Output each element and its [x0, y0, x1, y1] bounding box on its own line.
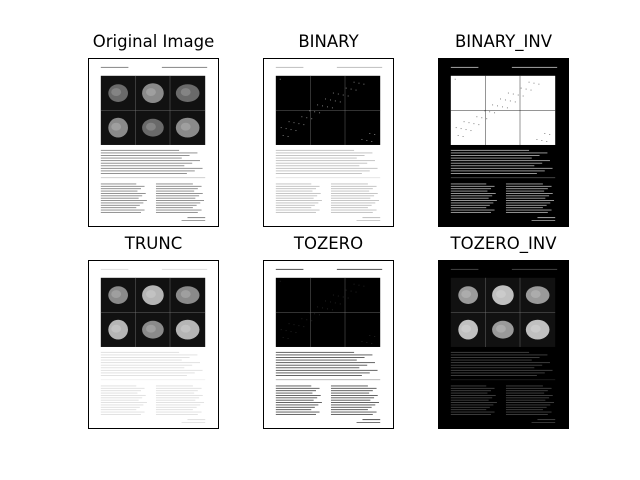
panel-trunc: TRUNC [88, 232, 219, 432]
panel-binary: BINARY [263, 30, 394, 230]
panel-original: Original Image [88, 30, 219, 230]
panel-title: TOZERO [293, 234, 364, 253]
document-thumbnail [264, 59, 393, 226]
document-thumbnail [89, 59, 218, 226]
image-original [88, 58, 219, 227]
panel-title: TOZERO_INV [450, 234, 557, 253]
panel-tozero: TOZERO [263, 232, 394, 432]
document-thumbnail [264, 261, 393, 428]
panel-title: Original Image [92, 32, 215, 51]
image-tozero [263, 260, 394, 429]
panel-title: BINARY_INV [454, 32, 553, 51]
image-trunc [88, 260, 219, 429]
panel-tozero-inv: TOZERO_INV [438, 232, 569, 432]
image-binary-inv [438, 58, 569, 227]
panel-title: TRUNC [124, 234, 183, 253]
document-thumbnail [439, 261, 568, 428]
panel-binary-inv: BINARY_INV [438, 30, 569, 230]
image-binary [263, 58, 394, 227]
image-tozero-inv [438, 260, 569, 429]
document-thumbnail [439, 59, 568, 226]
document-thumbnail [89, 261, 218, 428]
panel-title: BINARY [298, 32, 359, 51]
